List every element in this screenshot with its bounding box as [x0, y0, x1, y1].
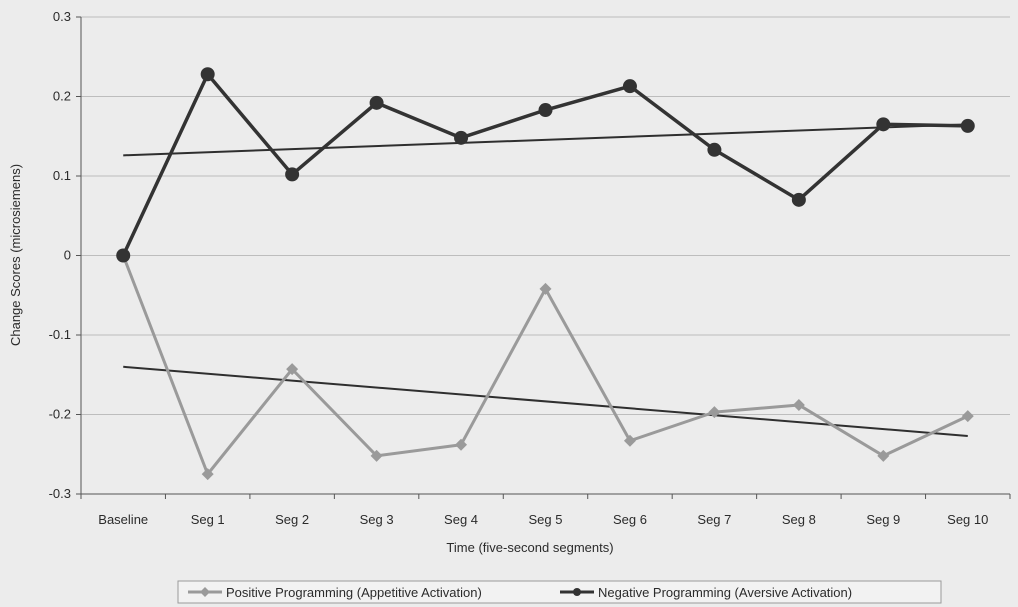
- data-point-diamond: [708, 406, 721, 419]
- data-point-diamond: [792, 398, 805, 411]
- legend-box: [177, 580, 942, 604]
- y-tick-label: -0.2: [49, 407, 71, 422]
- data-point-circle: [116, 248, 131, 263]
- y-axis-title: Change Scores (microsiemens): [8, 164, 23, 346]
- trendlines: [123, 123, 968, 437]
- series-lines: [116, 67, 975, 481]
- x-tick-label: Seg 1: [191, 512, 225, 527]
- data-point-diamond: [961, 410, 974, 423]
- data-point-diamond: [201, 468, 214, 481]
- data-point-circle: [369, 95, 384, 110]
- x-tick-label: Seg 8: [782, 512, 816, 527]
- y-tick-label: 0.2: [53, 89, 71, 104]
- axes: [76, 16, 1011, 499]
- data-point-diamond: [623, 434, 636, 447]
- legend: Positive Programming (Appetitive Activat…: [177, 580, 942, 604]
- data-point-circle: [454, 130, 469, 145]
- legend-label-negative: Negative Programming (Aversive Activatio…: [598, 585, 852, 600]
- y-tick-label: -0.1: [49, 327, 71, 342]
- data-point-circle: [200, 67, 215, 82]
- data-point-diamond: [877, 449, 890, 462]
- trendline-series-1: [123, 123, 968, 157]
- data-point-diamond: [539, 282, 552, 295]
- x-tick-label: Seg 6: [613, 512, 647, 527]
- y-tick-label: 0.3: [53, 9, 71, 24]
- data-point-circle: [876, 117, 891, 132]
- x-axis-title: Time (five-second segments): [446, 540, 613, 555]
- y-tick-label: 0.1: [53, 168, 71, 183]
- x-tick-label: Baseline: [98, 512, 148, 527]
- data-point-diamond: [455, 438, 468, 451]
- legend-label-positive: Positive Programming (Appetitive Activat…: [226, 585, 482, 600]
- x-tick-label: Seg 3: [360, 512, 394, 527]
- x-tick-label: Seg 4: [444, 512, 478, 527]
- legend-marker-negative: [573, 588, 581, 596]
- data-point-circle: [538, 103, 553, 118]
- legend-marker-positive: [200, 587, 210, 597]
- data-point-circle: [707, 142, 722, 157]
- x-tick-label: Seg 9: [866, 512, 900, 527]
- data-point-circle: [960, 118, 975, 133]
- data-point-circle: [285, 167, 300, 182]
- data-point-circle: [791, 192, 806, 207]
- tick-labels: 0.3 0.2 0.1 0 -0.1 -0.2 -0.3 Baseline Seg 1 Seg 2…: [49, 9, 989, 527]
- data-point-diamond: [286, 363, 299, 376]
- data-point-diamond: [370, 449, 383, 462]
- x-tick-label: Seg 7: [697, 512, 731, 527]
- x-tick-label: Seg 5: [529, 512, 563, 527]
- x-tick-label: Seg 2: [275, 512, 309, 527]
- data-point-circle: [622, 79, 637, 94]
- trendline-series-0: [123, 365, 968, 437]
- y-tick-label: -0.3: [49, 486, 71, 501]
- x-tick-label: Seg 10: [947, 512, 988, 527]
- y-tick-label: 0: [64, 248, 71, 263]
